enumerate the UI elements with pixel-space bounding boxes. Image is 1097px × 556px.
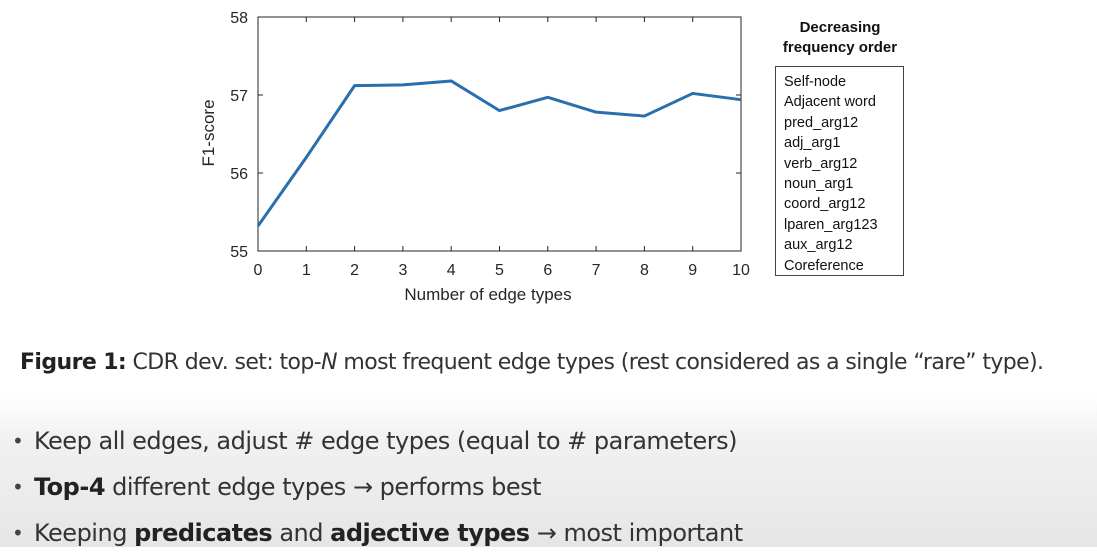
bullet-bold: Top-4 — [34, 473, 106, 501]
bullet-dot: • — [12, 429, 24, 453]
y-tick-label: 58 — [230, 10, 248, 27]
caption-label: Figure 1: — [20, 350, 127, 375]
x-tick-label: 6 — [543, 262, 552, 279]
y-axis-title: F1-score — [199, 99, 218, 166]
legend-item: adj_arg1 — [784, 135, 841, 152]
y-tick-label: 55 — [230, 244, 248, 261]
bullet-bold: predicates — [134, 519, 273, 547]
x-tick-labels: 0 1 2 3 4 5 6 7 8 9 10 — [254, 262, 750, 279]
figure-caption: Figure 1: CDR dev. set: top-N most frequ… — [20, 350, 1044, 375]
bullet-text: Keep all edges, adjust # edge types (equ… — [34, 427, 737, 455]
series-line — [256, 79, 742, 227]
x-tick-label: 8 — [640, 262, 649, 279]
x-axis-title: Number of edge types — [404, 285, 571, 304]
x-tick-label: 9 — [688, 262, 697, 279]
bullet-item: • Keeping predicates and adjective types… — [12, 510, 743, 556]
legend-title: Decreasing frequency order — [760, 18, 920, 58]
x-tick-label: 7 — [592, 262, 601, 279]
plot-area — [257, 16, 742, 252]
bullet-item: • Keep all edges, adjust # edge types (e… — [12, 418, 743, 464]
bullet-text: and — [272, 519, 331, 547]
x-tick-label: 0 — [254, 262, 263, 279]
x-tick-label: 1 — [302, 262, 311, 279]
legend-item: coord_arg12 — [784, 196, 866, 213]
caption-text-after: most frequent edge types (rest considere… — [336, 350, 1044, 375]
axis-ticks — [257, 16, 742, 252]
legend-item: lparen_arg123 — [784, 216, 878, 233]
y-tick-label: 56 — [230, 166, 248, 183]
bullet-list: • Keep all edges, adjust # edge types (e… — [12, 418, 743, 556]
legend-item: pred_arg12 — [784, 114, 859, 131]
legend-item: Self-node — [784, 74, 847, 90]
x-tick-label: 5 — [495, 262, 504, 279]
y-tick-labels: 55 56 57 58 — [230, 10, 248, 261]
legend-title-line1: Decreasing — [799, 19, 881, 36]
legend-item: noun_arg1 — [784, 176, 854, 193]
caption-text-before: CDR dev. set: top- — [126, 350, 322, 375]
legend-box: Self-node Adjacent word pred_arg12 adj_a… — [775, 66, 904, 276]
bullet-text: Keeping — [34, 519, 135, 547]
plot-frame — [257, 16, 742, 252]
legend-item: Coreference — [784, 257, 864, 274]
x-tick-label: 3 — [398, 262, 407, 279]
legend-item: aux_arg12 — [784, 237, 853, 254]
series-layer — [256, 79, 742, 227]
legend-item: verb_arg12 — [784, 155, 858, 172]
bullet-dot: • — [12, 521, 24, 545]
bullet-bold: adjective types — [330, 519, 530, 547]
bullet-text: → most important — [529, 519, 743, 547]
x-tick-label: 2 — [350, 262, 359, 279]
y-tick-label: 57 — [230, 88, 248, 105]
caption-italic: N — [321, 350, 337, 375]
x-tick-label: 4 — [447, 262, 456, 279]
bullet-dot: • — [12, 475, 24, 499]
x-tick-label: 10 — [732, 262, 750, 279]
bullet-text: different edge types → performs best — [105, 473, 542, 501]
legend-title-line2: frequency order — [782, 39, 898, 56]
bullet-item: • Top-4 different edge types → performs … — [12, 464, 743, 510]
legend-item: Adjacent word — [784, 94, 876, 111]
